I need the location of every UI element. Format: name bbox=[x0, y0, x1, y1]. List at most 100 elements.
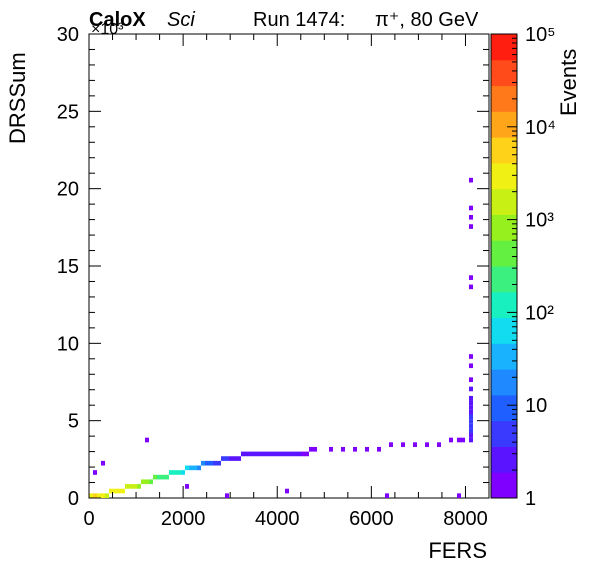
heatmap-bin bbox=[229, 456, 233, 461]
heatmap-bin bbox=[457, 493, 461, 498]
heatmap-bin bbox=[365, 446, 369, 452]
heatmap-bin bbox=[269, 451, 273, 457]
heatmap-bin bbox=[469, 177, 473, 183]
y-tick-label: 30 bbox=[57, 24, 79, 46]
heatmap-bin bbox=[121, 488, 125, 494]
heatmap-bin bbox=[301, 451, 305, 457]
heatmap-bin bbox=[185, 484, 189, 489]
heatmap-bin bbox=[277, 451, 281, 457]
x-tick-label: 8000 bbox=[443, 508, 488, 530]
colorbar-tick-label: 10⁵ bbox=[525, 24, 556, 46]
header-beam-label: π⁺, 80 GeV bbox=[375, 9, 479, 31]
x-tick-label: 2000 bbox=[161, 508, 206, 530]
colorbar-swatch bbox=[491, 394, 517, 422]
heatmap-bin bbox=[241, 451, 245, 457]
heatmap-bin bbox=[101, 493, 105, 498]
colorbar-swatch bbox=[491, 188, 517, 215]
heatmap-bin bbox=[469, 214, 473, 220]
heatmap-bin bbox=[161, 474, 165, 480]
heatmap-bin bbox=[145, 479, 149, 485]
heatmap-bin bbox=[89, 493, 93, 498]
heatmap-bin bbox=[101, 460, 105, 466]
heatmap-bin bbox=[469, 409, 473, 415]
heatmap-bin bbox=[149, 479, 153, 485]
heatmap-bin bbox=[469, 395, 473, 401]
heatmap-bin bbox=[137, 484, 141, 489]
colorbar-swatch bbox=[491, 111, 517, 138]
heatmap-bin bbox=[221, 456, 225, 461]
heatmap-bin bbox=[117, 488, 121, 494]
heatmap-bin bbox=[469, 433, 473, 438]
heatmap-bin bbox=[449, 437, 453, 443]
heatmap-bin bbox=[109, 488, 113, 494]
colorbar-swatch bbox=[491, 214, 517, 241]
colorbar-frame bbox=[490, 33, 518, 499]
colorbar-swatch bbox=[491, 343, 517, 370]
heatmap-bin bbox=[341, 446, 345, 452]
colorbar-swatch bbox=[491, 472, 517, 499]
colorbar-swatch bbox=[491, 266, 517, 293]
heatmap-bin bbox=[265, 451, 269, 457]
heatmap-bin bbox=[289, 451, 293, 457]
heatmap-bin bbox=[201, 460, 205, 466]
y-tick-label: 0 bbox=[68, 488, 79, 510]
colorbar-title: Events bbox=[556, 49, 581, 116]
heatmap-bin bbox=[401, 442, 405, 447]
axes: 0 2000 4000 6000 8000 0 5 10 15 20 25 30 bbox=[57, 24, 489, 530]
heatmap-bin bbox=[125, 484, 129, 489]
heatmap-bin bbox=[225, 493, 229, 498]
heatmap-bin bbox=[93, 470, 97, 475]
heatmap-bin bbox=[469, 386, 473, 392]
y-axis-title: DRSSum bbox=[5, 52, 30, 144]
heatmap-bin bbox=[257, 451, 261, 457]
heatmap-bin bbox=[469, 423, 473, 429]
colorbar-swatch bbox=[491, 420, 517, 447]
heatmap-bin bbox=[233, 456, 237, 461]
heatmap-bin bbox=[437, 442, 441, 447]
heatmap-bin bbox=[353, 446, 357, 452]
colorbar: 1 10 10² 10³ 10⁴ 10⁵ bbox=[490, 24, 556, 510]
heatmap-bin bbox=[105, 493, 109, 498]
heatmap-bins bbox=[89, 177, 473, 498]
heatmap-bin bbox=[413, 442, 417, 447]
plot-frame bbox=[88, 33, 490, 499]
header-experiment-bold: CaloX bbox=[89, 9, 146, 31]
heatmap-bin bbox=[469, 405, 473, 410]
heatmap-bin bbox=[389, 442, 393, 447]
heatmap-bin bbox=[185, 465, 189, 471]
heatmap-bin bbox=[297, 451, 301, 457]
heatmap-bin bbox=[285, 451, 289, 457]
y-tick-label: 5 bbox=[68, 411, 79, 433]
header-experiment-italic: Sci bbox=[167, 9, 195, 31]
heatmap-bin bbox=[469, 205, 473, 211]
heatmap-bin bbox=[469, 275, 473, 280]
heatmap-bin bbox=[173, 470, 177, 475]
colorbar-swatch bbox=[491, 369, 517, 396]
colorbar-swatch bbox=[491, 317, 517, 344]
colorbar-swatch bbox=[491, 59, 517, 87]
colorbar-tick-label: 1 bbox=[525, 488, 536, 510]
heatmap-bin bbox=[469, 414, 473, 420]
heatmap-bin bbox=[213, 460, 217, 466]
heatmap-bin bbox=[153, 474, 157, 480]
colorbar-tick-label: 10³ bbox=[525, 210, 554, 232]
heatmap-bin bbox=[377, 446, 381, 452]
heatmap-bin bbox=[133, 484, 137, 489]
heatmap-bin bbox=[305, 451, 309, 457]
heatmap-bin bbox=[469, 437, 473, 443]
heatmap-bin bbox=[169, 470, 173, 475]
heatmap-bin bbox=[469, 428, 473, 434]
heatmap-bin bbox=[469, 419, 473, 424]
heatmap-bin bbox=[193, 465, 197, 471]
heatmap-bin bbox=[237, 456, 241, 461]
heatmap-bin bbox=[469, 363, 473, 369]
x-tick-label: 4000 bbox=[255, 508, 300, 530]
heatmap-bin bbox=[461, 437, 465, 443]
heatmap-bin bbox=[469, 224, 473, 229]
x-tick-label: 6000 bbox=[349, 508, 394, 530]
heatmap-bin bbox=[97, 493, 101, 498]
heatmap-bin bbox=[245, 451, 249, 457]
heatmap-bin bbox=[225, 456, 229, 461]
heatmap-bin bbox=[197, 465, 201, 471]
